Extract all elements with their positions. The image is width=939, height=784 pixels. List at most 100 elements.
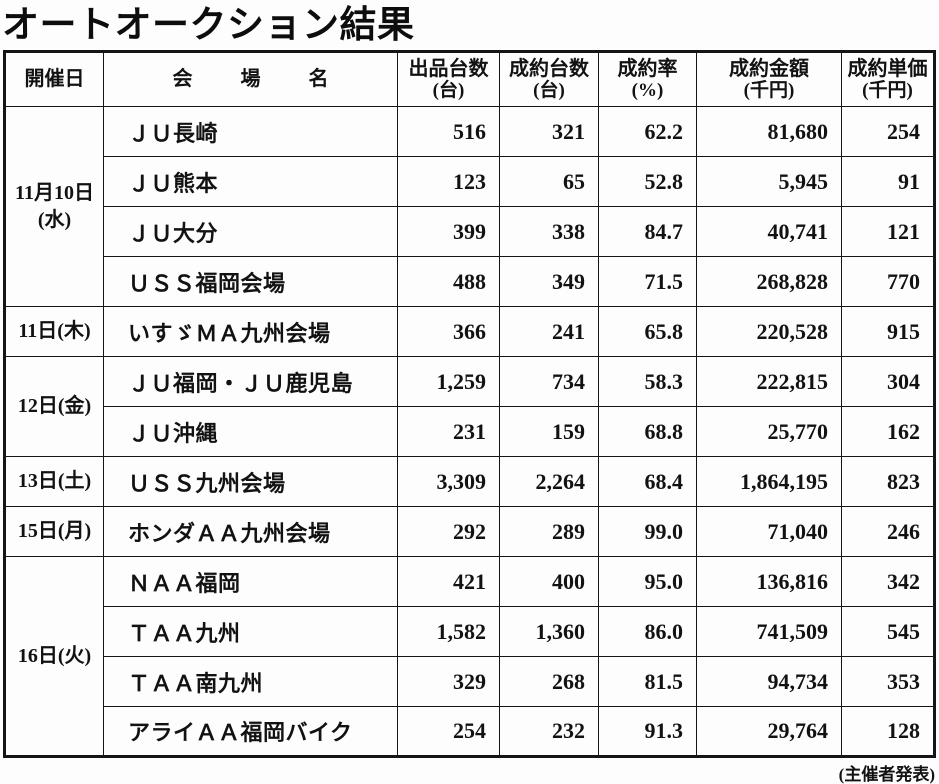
price-cell: 121 (841, 206, 935, 257)
venue-cell: ＴＡＡ九州 (103, 606, 398, 657)
listed-cell: 1,582 (397, 606, 500, 657)
venue-cell: ＪＵ大分 (103, 206, 398, 257)
listed-cell: 421 (397, 556, 500, 607)
sold-cell: 338 (499, 206, 599, 257)
source-note: (主催者発表) (838, 765, 935, 784)
venue-cell: ＵＳＳ九州会場 (103, 456, 398, 507)
venue-cell: アライＡＡ福岡バイク (103, 706, 398, 757)
rate-cell: 81.5 (598, 656, 697, 707)
date-cell: 12日(金) (4, 356, 104, 457)
date-cell: 15日(月) (4, 506, 104, 557)
col-header-venue-label: 会 場 名 (172, 68, 343, 91)
rate-cell: 95.0 (598, 556, 697, 607)
listed-cell: 231 (397, 406, 500, 457)
price-cell: 246 (841, 506, 935, 557)
table-row: 13日(土) ＵＳＳ九州会場 3,309 2,264 68.4 1,864,19… (4, 456, 935, 507)
col-header-sold-unit: (台) (533, 80, 565, 102)
col-header-date-label: 開催日 (24, 68, 85, 91)
rate-cell: 68.4 (598, 456, 697, 507)
sold-cell: 1,360 (499, 606, 599, 657)
col-header-listed: 出品台数 (台) (397, 51, 500, 107)
header-row: 開催日 会 場 名 出品台数 (台) 成約台数 (台) 成約率 (%) (4, 51, 935, 107)
table-row: ＪＵ沖縄 231 159 68.8 25,770 162 (5, 406, 935, 457)
rate-cell: 58.3 (598, 356, 697, 407)
date-cell: 16日(火) (4, 556, 104, 757)
col-header-sold-label: 成約台数 (509, 57, 589, 80)
sold-cell: 349 (499, 256, 599, 307)
rate-cell: 99.0 (598, 506, 697, 557)
sold-cell: 2,264 (499, 456, 599, 507)
rate-cell: 86.0 (598, 606, 697, 657)
amount-cell: 94,734 (696, 656, 842, 707)
amount-cell: 268,828 (696, 256, 842, 307)
rate-cell: 84.7 (598, 206, 697, 257)
price-cell: 128 (841, 706, 935, 757)
table-row: ＴＡＡ九州 1,582 1,360 86.0 741,509 545 (5, 606, 935, 657)
venue-cell: ＮＡＡ福岡 (103, 556, 398, 607)
table-row: ＪＵ熊本 123 65 52.8 5,945 91 (5, 156, 935, 207)
listed-cell: 399 (397, 206, 500, 257)
col-header-amount-unit: (千円) (743, 80, 795, 102)
sold-cell: 321 (499, 106, 599, 157)
sold-cell: 159 (499, 406, 599, 457)
listed-cell: 292 (397, 506, 500, 557)
col-header-price-unit: (千円) (862, 80, 913, 102)
rate-cell: 52.8 (598, 156, 697, 207)
price-cell: 254 (841, 106, 935, 157)
table-row: ＪＵ大分 399 338 84.7 40,741 121 (5, 206, 935, 257)
auction-results-table: 開催日 会 場 名 出品台数 (台) 成約台数 (台) 成約率 (%) (3, 50, 936, 758)
date-cell: 11日(木) (4, 306, 104, 357)
table-row: 12日(金) ＪＵ福岡・ＪＵ鹿児島 1,259 734 58.3 222,815… (4, 356, 935, 457)
listed-cell: 488 (397, 256, 500, 307)
venue-cell: ＪＵ福岡・ＪＵ鹿児島 (103, 356, 398, 407)
rate-cell: 71.5 (598, 256, 697, 307)
date-cell: 13日(土) (4, 456, 104, 507)
table-row: 16日(火) ＮＡＡ福岡 421 400 95.0 136,816 342 (4, 556, 935, 757)
amount-cell: 741,509 (696, 606, 842, 657)
col-header-sold: 成約台数 (台) (499, 51, 599, 107)
rate-cell: 65.8 (598, 306, 697, 357)
sold-cell: 289 (499, 506, 599, 557)
col-header-price: 成約単価 (千円) (841, 51, 935, 107)
col-header-amount-label: 成約金額 (729, 57, 809, 80)
amount-cell: 40,741 (696, 206, 842, 257)
listed-cell: 516 (397, 106, 500, 157)
listed-cell: 3,309 (397, 456, 500, 507)
table-row: ＵＳＳ福岡会場 488 349 71.5 268,828 770 (5, 256, 935, 307)
price-cell: 770 (841, 256, 935, 307)
table-row: アライＡＡ福岡バイク 254 232 91.3 29,764 128 (5, 706, 935, 757)
table-row: 15日(月) ホンダＡＡ九州会場 292 289 99.0 71,040 246 (4, 506, 935, 557)
listed-cell: 329 (397, 656, 500, 707)
listed-cell: 254 (397, 706, 500, 757)
venue-cell: ホンダＡＡ九州会場 (103, 506, 398, 557)
amount-cell: 71,040 (696, 506, 842, 557)
sold-cell: 65 (499, 156, 599, 207)
venue-cell: いすゞＭＡ九州会場 (103, 306, 398, 357)
listed-cell: 123 (397, 156, 500, 207)
col-header-listed-label: 出品台数 (408, 57, 489, 80)
rate-cell: 91.3 (598, 706, 697, 757)
venue-cell: ＪＵ沖縄 (103, 406, 398, 457)
venue-cell: ＵＳＳ福岡会場 (103, 256, 398, 307)
sold-cell: 734 (499, 356, 599, 407)
venue-cell: ＴＡＡ南九州 (103, 656, 398, 707)
amount-cell: 29,764 (696, 706, 842, 757)
page-title: オートオークション結果 (2, 4, 415, 45)
price-cell: 353 (841, 656, 935, 707)
col-header-price-label: 成約単価 (847, 57, 928, 80)
table-row: ＴＡＡ南九州 329 268 81.5 94,734 353 (5, 656, 935, 707)
amount-cell: 222,815 (696, 356, 842, 407)
amount-cell: 136,816 (696, 556, 842, 607)
col-header-amount: 成約金額 (千円) (696, 51, 842, 107)
price-cell: 162 (841, 406, 935, 457)
rate-cell: 62.2 (598, 106, 697, 157)
sold-cell: 241 (499, 306, 599, 357)
date-cell: 11月10日 (水) (4, 106, 104, 307)
amount-cell: 1,864,195 (696, 456, 842, 507)
col-header-rate-unit: (%) (631, 80, 664, 102)
listed-cell: 366 (397, 306, 500, 357)
price-cell: 915 (841, 306, 935, 357)
col-header-rate: 成約率 (%) (598, 51, 697, 107)
amount-cell: 220,528 (696, 306, 842, 357)
